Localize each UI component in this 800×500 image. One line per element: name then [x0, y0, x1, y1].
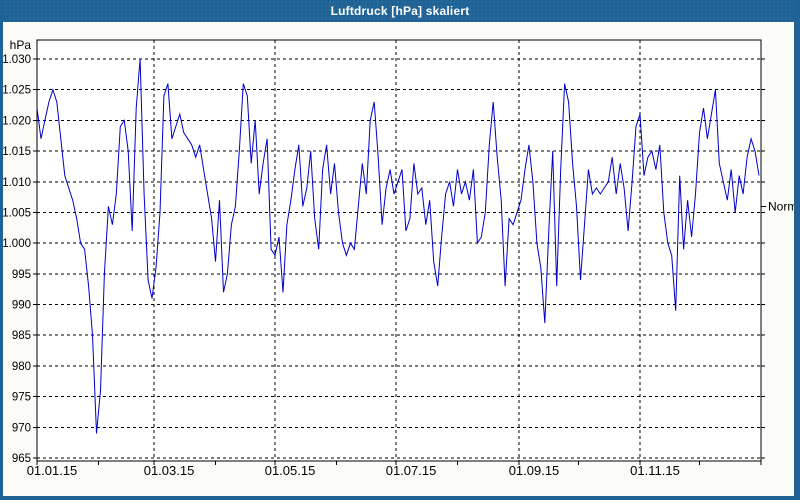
y-tick-label: 1.020: [2, 115, 31, 127]
pressure-line: [36, 58, 760, 434]
y-tick-label: 965: [12, 453, 31, 465]
y-tick-label: 1.005: [2, 207, 31, 219]
y-tick-label: 990: [12, 300, 31, 312]
x-tick-label: 01.07.15: [386, 463, 437, 478]
title-bar: Luftdruck [hPa] skaliert: [3, 0, 794, 22]
plot-background: [37, 40, 761, 461]
y-tick-label: 1.015: [2, 146, 31, 158]
y-tick-label: 970: [12, 422, 31, 434]
plot-frame: [36, 39, 762, 462]
y-tick-label: 1.010: [2, 177, 31, 189]
chart-content: 1.030 1.025 1.020 1.015 1.010 1.005 1.000 995 99…: [3, 22, 794, 496]
y-tick-label: 975: [12, 392, 31, 404]
x-tick-label: 01.01.15: [27, 463, 78, 478]
x-tick-label: 01.05.15: [265, 463, 316, 478]
pressure-line-chart: 1.030 1.025 1.020 1.015 1.010 1.005 1.000 995 99…: [2, 38, 794, 478]
window-title: Luftdruck [hPa] skaliert: [330, 4, 470, 18]
y-tick-label: 995: [12, 269, 31, 281]
x-tick-label: 01.03.15: [144, 463, 195, 478]
y-tick-label: 1.025: [2, 85, 31, 97]
x-tick-label: 01.11.15: [630, 463, 680, 478]
y-tick-label: 1.000: [2, 238, 31, 250]
y-tick-label: 980: [12, 361, 31, 373]
x-tick-label: 01.09.15: [509, 463, 560, 478]
y-tick-label: 985: [12, 330, 31, 342]
y-axis-unit-label: hPa: [10, 38, 32, 52]
y-tick-label: 1.030: [2, 54, 31, 66]
normal-label: Normal: [768, 199, 800, 213]
